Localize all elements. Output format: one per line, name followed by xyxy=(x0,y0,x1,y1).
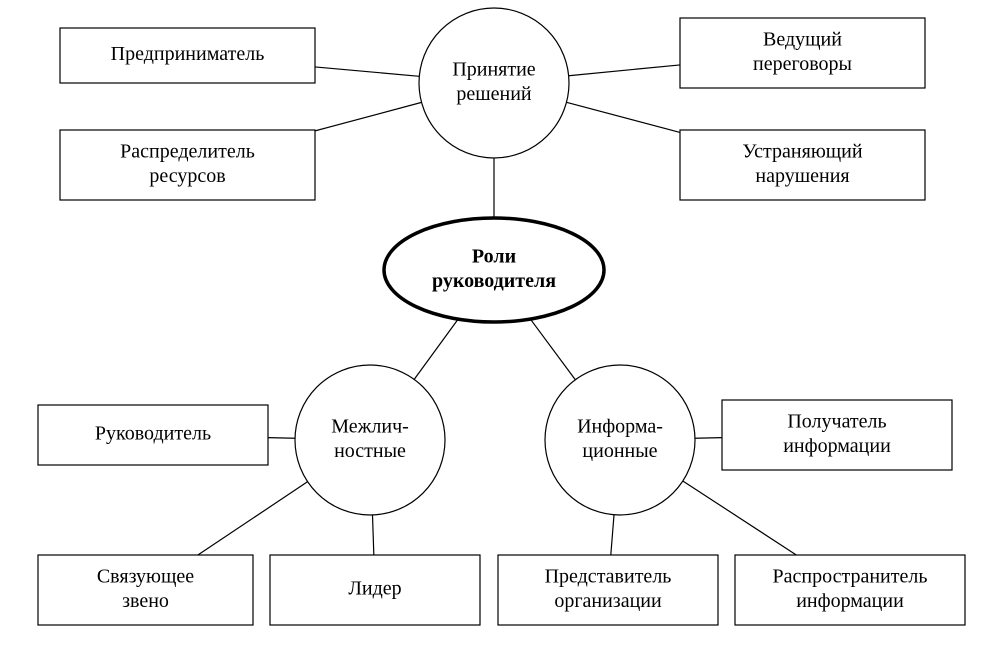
node-info_dissem-label-0: Распространитель xyxy=(773,565,928,587)
node-info_dissem: Распространитель информации xyxy=(735,555,965,625)
node-decisions-label-1: решений xyxy=(456,83,532,105)
node-org_rep-label-0: Представитель xyxy=(545,565,672,587)
node-negotiator-label-1: переговоры xyxy=(753,53,852,75)
node-liaison-label-0: Связующее xyxy=(97,565,194,587)
node-interpersonal-label-0: Межлич- xyxy=(331,415,409,437)
edge-informational-info_receiver xyxy=(695,438,722,439)
node-org_rep-label-1: организации xyxy=(554,590,662,612)
diagram-canvas: Роли руководителя Принятие решений Межлич-но… xyxy=(0,0,988,653)
node-info_receiver: Получатель информации xyxy=(722,400,952,470)
node-informational-label-0: Информа- xyxy=(577,415,663,437)
node-entrepreneur-label-0: Предприниматель xyxy=(111,43,265,65)
node-center-label-0: Роли xyxy=(472,245,516,267)
node-manager_role: Руководитель xyxy=(38,405,268,465)
node-informational: Информа-ционные xyxy=(545,365,695,515)
node-entrepreneur: Предприниматель xyxy=(60,28,315,83)
node-liaison: Связующее звено xyxy=(38,555,253,625)
node-negotiator: Ведущий переговоры xyxy=(680,18,925,88)
node-informational-label-1: ционные xyxy=(582,440,657,462)
node-interpersonal: Межлич-ностные xyxy=(295,365,445,515)
node-decisions-label-0: Принятие xyxy=(452,58,535,80)
node-interpersonal-label-1: ностные xyxy=(334,440,406,462)
node-leader-label-0: Лидер xyxy=(348,578,401,600)
node-negotiator-label-0: Ведущий xyxy=(763,28,842,50)
node-leader: Лидер xyxy=(270,555,480,625)
node-disturbance: Устраняющий нарушения xyxy=(680,130,925,200)
node-resource_alloc-label-0: Распределитель xyxy=(120,140,255,162)
node-manager_role-label-0: Руководитель xyxy=(95,423,211,445)
node-info_receiver-label-0: Получатель xyxy=(787,410,886,432)
node-org_rep: Представитель организации xyxy=(498,555,718,625)
node-info_dissem-label-1: информации xyxy=(796,590,904,612)
node-info_receiver-label-1: информации xyxy=(783,435,891,457)
node-center-label-1: руководителя xyxy=(432,270,556,292)
node-center: Роли руководителя xyxy=(384,218,604,322)
node-disturbance-label-0: Устраняющий xyxy=(742,140,862,162)
node-liaison-label-1: звено xyxy=(122,590,169,612)
node-resource_alloc: Распределитель ресурсов xyxy=(60,130,315,200)
node-resource_alloc-label-1: ресурсов xyxy=(149,165,225,187)
edge-interpersonal-manager_role xyxy=(268,438,295,439)
node-disturbance-label-1: нарушения xyxy=(755,165,849,187)
node-decisions: Принятие решений xyxy=(419,8,569,158)
